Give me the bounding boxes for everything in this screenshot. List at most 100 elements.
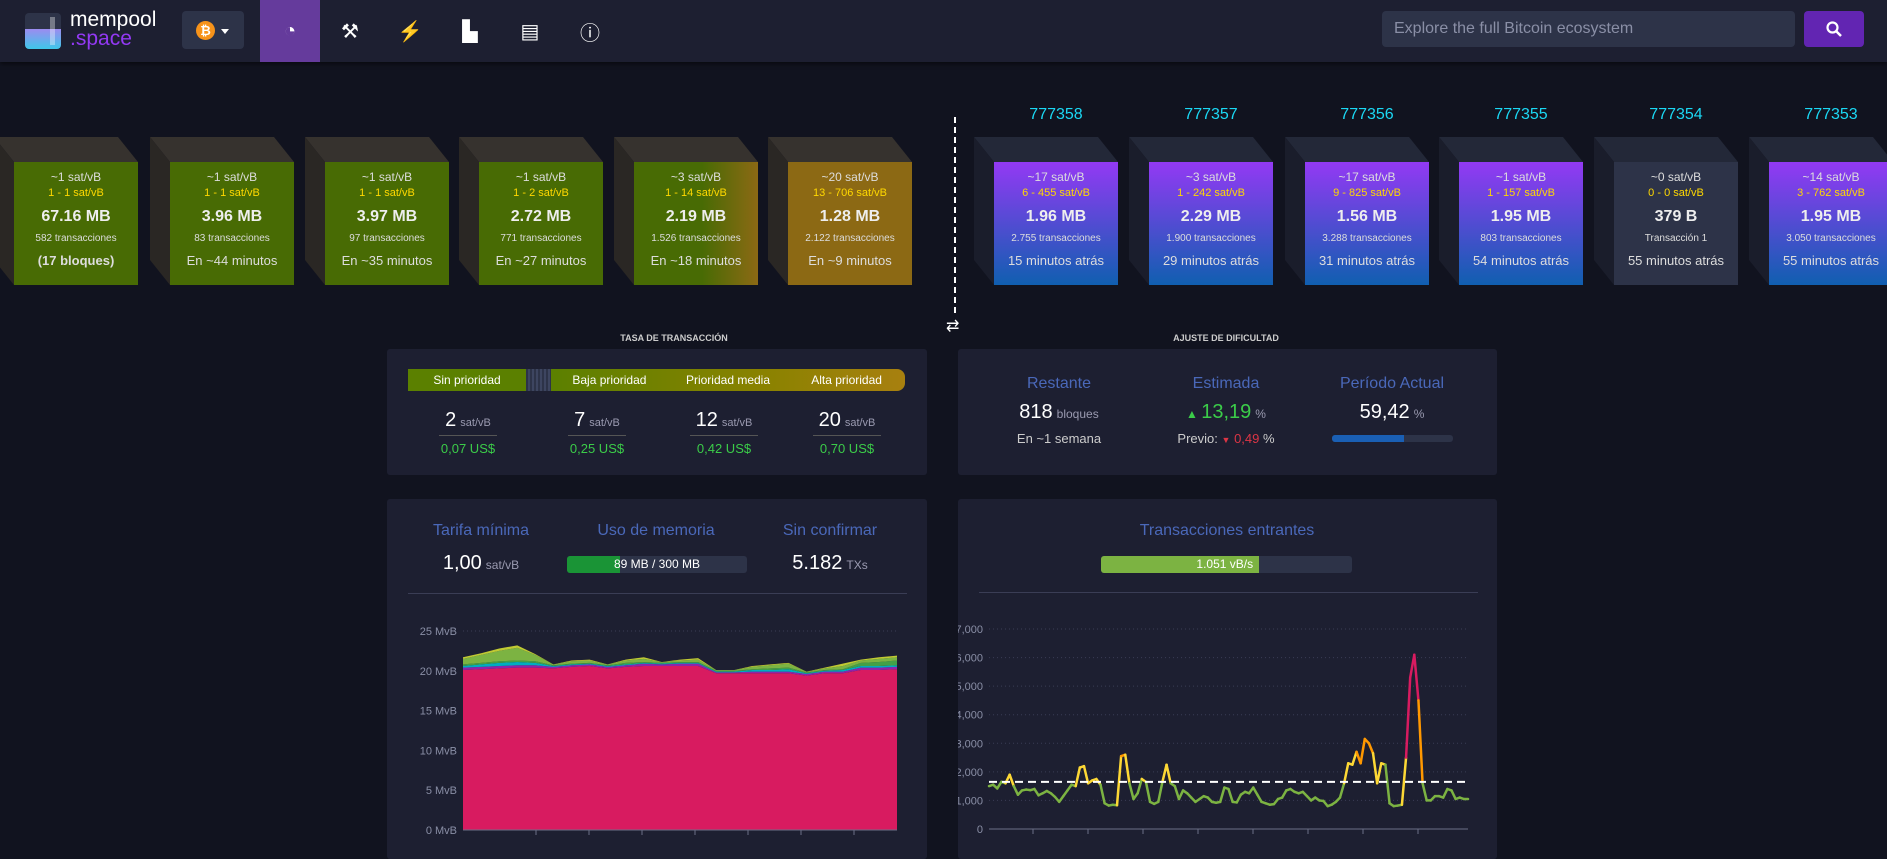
mined-block[interactable]: ~0 sat/vB 0 - 0 sat/vB 379 B Transacción 1 5… [1594,137,1738,285]
block-side-face [614,137,634,285]
y-tick-label: 4,000 [958,710,983,722]
search-button[interactable] [1804,11,1864,47]
y-tick-label: 6,000 [958,653,983,665]
line-segment [1165,763,1172,785]
nav-tab-graphs[interactable]: ▙ [440,0,500,62]
y-tick-label: 2,000 [958,767,983,779]
block-tx-count: 2.122 transacciones [805,233,895,244]
line-segment [1033,787,1040,797]
fees-card: Sin prioridad Baja prioridad Prioridad m… [387,349,927,475]
fee-number: 12 [695,409,718,431]
block-front: ~1 sat/vB 1 - 2 sat/vB 2.72 MB 771 transacc… [479,162,603,285]
block-side-face [0,144,14,285]
line-segment [1359,737,1367,765]
fee-label-no-priority: Sin prioridad [408,369,526,391]
block-time: 55 minutos atrás [1782,253,1880,268]
mempool-block[interactable]: ~3 sat/vB 1 - 14 sat/vB 2.19 MB 1.526 trans… [614,137,758,285]
mined-block[interactable]: ~3 sat/vB 1 - 242 sat/vB 2.29 MB 1.900 tran… [1129,137,1273,285]
block-time: 29 minutos atrás [1162,253,1260,268]
block-top-face [305,137,449,162]
mined-block[interactable]: ~17 sat/vB 9 - 825 sat/vB 1.56 MB 3.288 tra… [1285,137,1429,285]
block-height[interactable]: 777354 [1649,106,1703,123]
mempool-size-chart[interactable]: 0 MvB 5 MvB 10 MvB 15 MvB 20 MvB 25 MvB [387,609,927,859]
block-side-face [1749,137,1769,285]
nav-tab-info[interactable]: ⓘ [560,0,620,62]
period-progress-bar [1332,435,1453,442]
y-tick-label: 5,000 [958,681,983,693]
swap-arrows-icon[interactable]: ⇄ [946,318,960,335]
block-height[interactable]: 777357 [1184,106,1238,123]
fee-estimate: 12 sat/vB 0,42 US$ [674,409,774,456]
mempool-block[interactable]: ~1 sat/vB 1 - 1 sat/vB 3.96 MB 83 transacci… [150,137,294,285]
mempool-logo-icon[interactable] [25,13,61,49]
fee-unit: sat/vB [589,417,620,429]
fee-label-medium: Prioridad media [685,373,771,387]
block-size: 379 B [1654,208,1698,225]
estimate-value: ▲ 13,19% [1186,401,1266,424]
fee-number: 20 [818,409,841,431]
search-input[interactable] [1382,11,1795,47]
search-icon [1826,21,1842,37]
line-segment [1441,787,1449,799]
block-median-fee: ~1 sat/vB [206,170,258,184]
block-median-fee: ~1 sat/vB [515,170,567,184]
mined-block[interactable]: ~1 sat/vB 1 - 157 sat/vB 1.95 MB 803 transa… [1439,137,1583,285]
block-top-face [1129,137,1273,162]
unconfirmed-label: Sin confirmar [782,522,878,539]
block-tx-count: 771 transacciones [500,233,582,244]
fee-value: 7 sat/vB [568,409,626,436]
line-segment [1008,773,1016,788]
line-segment [1280,789,1288,799]
y-tick-label: 5 MvB [426,785,457,797]
difficulty-card: Restante 818 bloques En ~1 semana Estimad… [958,349,1497,475]
y-tick-label: 7,000 [958,624,983,636]
card-divider [979,592,1478,593]
mempool-block[interactable]: ~1 sat/vB 1 - 1 sat/vB 3.97 MB 97 transacci… [305,137,449,285]
mempool-block[interactable]: ~1 sat/vB 1 - 1 sat/vB 67.16 MB 582 transac… [0,137,138,285]
period-number: 59,42 [1359,401,1410,423]
mined-block[interactable]: ~14 sat/vB 3 - 762 sat/vB 1.95 MB 3.050 tra… [1749,137,1887,285]
block-eta: En ~44 minutos [186,253,278,268]
remaining-value: 818 bloques [1019,401,1098,424]
nav-tab-hammer[interactable]: ⚒ [320,0,380,62]
fee-number: 2 [445,409,457,431]
block-fee-range: 1 - 1 sat/vB [48,187,104,199]
mined-block[interactable]: ~17 sat/vB 6 - 455 sat/vB 1.96 MB 2.755 tra… [974,137,1118,285]
line-segment [1400,756,1408,806]
line-segment [1124,753,1131,785]
logo-text[interactable]: mempool .space [70,9,156,50]
network-selector[interactable]: ₿ [182,11,244,49]
logo-text-bottom: .space [70,27,132,50]
nav-tab-dashboard[interactable]: ◔ [260,0,320,62]
line-segment [1218,786,1226,804]
block-fee-range: 6 - 455 sat/vB [1022,187,1090,199]
estimate-number: 13,19 [1201,401,1252,423]
nav-tab-lightning[interactable]: ⚡ [380,0,440,62]
block-size: 2.29 MB [1180,208,1242,225]
mempool-block[interactable]: ~20 sat/vB 13 - 706 sat/vB 1.28 MB 2.122 tr… [768,137,912,285]
mempool-block[interactable]: ~1 sat/vB 1 - 2 sat/vB 2.72 MB 771 transacc… [459,137,603,285]
nav-tab-docs[interactable]: ▤ [500,0,560,62]
block-size: 2.19 MB [665,208,727,225]
block-tx-count: 2.755 transacciones [1011,233,1101,244]
fee-unit: sat/vB [460,417,491,429]
unconfirmed-value: 5.182 TXs [792,552,867,575]
y-tick-label: 10 MvB [420,745,457,757]
block-height[interactable]: 777355 [1494,106,1548,123]
block-height[interactable]: 777353 [1804,106,1858,123]
block-height[interactable]: 777358 [1029,106,1083,123]
block-tx-count: 582 transacciones [35,233,117,244]
block-size: 1.56 MB [1336,208,1398,225]
estimate-label: Estimada [1192,375,1260,392]
line-segment [1371,752,1379,785]
block-height[interactable]: 777356 [1340,106,1394,123]
line-segment [1417,699,1424,785]
fees-section-title: TASA DE TRANSACCIÓN [620,333,728,343]
block-median-fee: ~1 sat/vB [50,170,102,184]
card-divider [408,593,907,594]
fee-estimate: 20 sat/vB 0,70 US$ [797,409,897,456]
block-front: ~1 sat/vB 1 - 1 sat/vB 3.97 MB 97 transacci… [325,162,449,285]
incoming-card: Transacciones entrantes 1.051 vB/s 0 1,00… [958,499,1497,859]
fee-value: 2 sat/vB [439,409,497,436]
incoming-tx-chart[interactable]: 0 1,000 2,000 3,000 4,000 5,000 6,000 7,000 [958,609,1497,859]
